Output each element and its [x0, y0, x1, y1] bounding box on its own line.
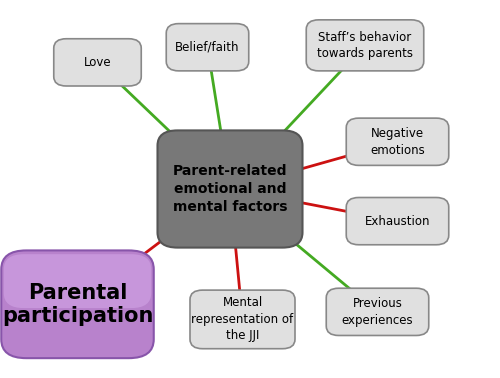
Text: Mental
representation of
the JJI: Mental representation of the JJI	[192, 296, 294, 342]
Text: Previous
experiences: Previous experiences	[342, 297, 413, 327]
FancyBboxPatch shape	[346, 118, 449, 166]
FancyBboxPatch shape	[326, 288, 428, 336]
Text: Belief/faith: Belief/faith	[176, 41, 240, 54]
Text: Parental
participation: Parental participation	[2, 283, 153, 326]
Text: Negative
emotions: Negative emotions	[370, 127, 425, 156]
Text: Parent-related
emotional and
mental factors: Parent-related emotional and mental fact…	[173, 164, 287, 214]
FancyBboxPatch shape	[2, 251, 154, 358]
FancyBboxPatch shape	[306, 20, 424, 71]
FancyBboxPatch shape	[158, 130, 302, 248]
FancyBboxPatch shape	[346, 197, 449, 245]
Text: Love: Love	[84, 56, 112, 69]
Text: Exhaustion: Exhaustion	[365, 215, 430, 228]
FancyBboxPatch shape	[54, 39, 142, 86]
FancyBboxPatch shape	[4, 254, 151, 308]
Text: Staff’s behavior
towards parents: Staff’s behavior towards parents	[317, 31, 413, 60]
FancyBboxPatch shape	[190, 290, 295, 349]
FancyBboxPatch shape	[166, 23, 248, 71]
